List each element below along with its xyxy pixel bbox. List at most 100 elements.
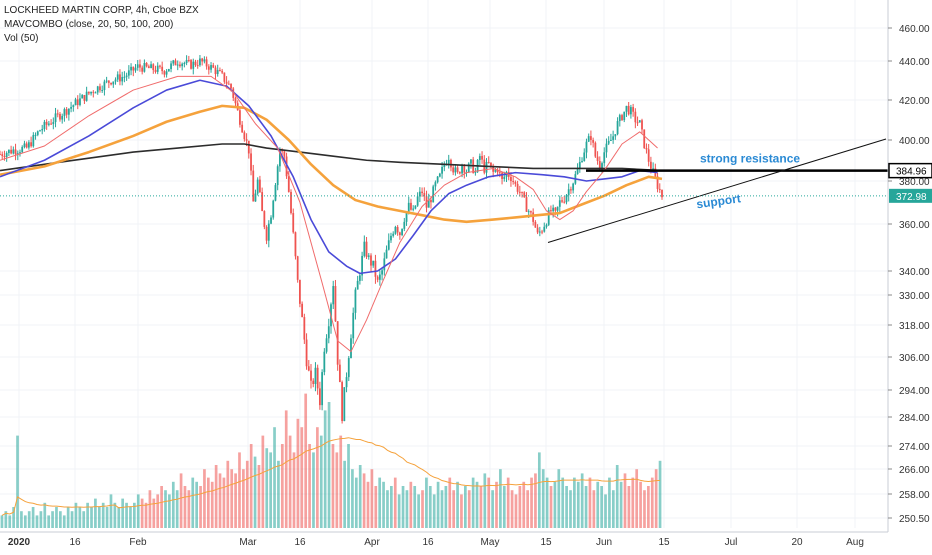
- candle-body: [610, 139, 612, 141]
- volume-bar: [273, 427, 276, 528]
- candle-body: [125, 75, 128, 77]
- candle-body: [656, 176, 659, 189]
- candle-body: [203, 59, 206, 62]
- candle-body: [592, 139, 595, 143]
- candle-body: [294, 232, 297, 257]
- volume-bar: [94, 498, 97, 528]
- candle-body: [645, 147, 648, 150]
- candle-body: [385, 249, 388, 259]
- candle-body: [152, 64, 155, 71]
- candle-body: [50, 123, 52, 125]
- candle-body: [447, 159, 450, 165]
- candle-body: [541, 231, 543, 233]
- candle-body: [305, 339, 308, 367]
- volume-ma-line: [1, 437, 661, 516]
- price-tick-label: 294.00: [899, 386, 930, 397]
- candle-body: [56, 113, 59, 115]
- candle-body: [207, 66, 210, 70]
- volume-bar: [82, 511, 86, 528]
- candle-body: [570, 189, 572, 191]
- candle-body: [394, 226, 397, 234]
- moving-averages: [0, 75, 663, 353]
- volume-bar: [300, 427, 304, 528]
- time-axis[interactable]: 2020 16 Feb Mar 16 Apr 16 May 15 Jun 15 Jul 20 Aug: [0, 531, 932, 550]
- candle-body: [554, 207, 557, 211]
- volume-bar: [588, 477, 592, 528]
- candle-body: [512, 181, 515, 183]
- candle-body: [252, 170, 255, 202]
- volume-bar: [59, 511, 62, 528]
- candle-body: [356, 280, 359, 290]
- candle-body: [176, 64, 179, 66]
- grid: [0, 0, 888, 528]
- candle-body: [172, 60, 175, 64]
- candle-body: [438, 173, 441, 177]
- volume-bar: [370, 469, 374, 528]
- volume-bar: [650, 477, 654, 528]
- volume-bar: [561, 477, 565, 528]
- candle-body: [161, 66, 164, 72]
- candle-body: [658, 188, 661, 190]
- candle-body: [632, 107, 635, 112]
- volume-bars: [0, 393, 662, 528]
- candle-body: [454, 167, 457, 173]
- volume-bar: [234, 473, 237, 528]
- price-tick-label: 274.00: [899, 442, 930, 453]
- volume-bar: [230, 469, 234, 528]
- candle-body: [470, 159, 472, 164]
- candle-body: [214, 67, 217, 75]
- candle-body: [25, 143, 28, 148]
- volume-bar: [347, 444, 350, 528]
- volume-bar: [74, 502, 78, 528]
- candle-body: [74, 99, 77, 106]
- candle-body: [96, 86, 99, 93]
- volume-bar: [121, 498, 125, 528]
- volume-bar: [97, 507, 101, 528]
- candle-body: [272, 200, 275, 218]
- candle-body: [39, 130, 41, 132]
- price-tag-box: [888, 162, 932, 179]
- price-tick-label: 340.00: [899, 267, 930, 278]
- candle-body: [467, 163, 470, 173]
- indicator-legend[interactable]: MAVCOMBO (close, 20, 50, 100, 200): [4, 19, 174, 30]
- time-tick-label: Apr: [364, 537, 380, 548]
- candle-body: [572, 183, 575, 191]
- volume-bar: [113, 502, 117, 528]
- candle-body: [310, 370, 312, 381]
- candle-body: [378, 274, 381, 280]
- candle-body: [163, 71, 166, 75]
- volume-bar: [576, 481, 580, 528]
- candle-body: [301, 303, 304, 318]
- volume-bar: [70, 511, 74, 528]
- candle-body: [234, 97, 237, 104]
- candle-body: [145, 62, 148, 67]
- candle-body: [643, 129, 646, 148]
- candle-body: [241, 124, 244, 133]
- candle-body: [194, 61, 197, 66]
- candle-body: [587, 136, 590, 142]
- candle-body: [239, 110, 241, 125]
- candle-body: [545, 224, 548, 227]
- candle-body: [16, 153, 19, 155]
- candle-body: [21, 146, 24, 153]
- candle-body: [536, 227, 539, 233]
- volume-bar: [257, 465, 261, 528]
- price-tick-label: 266.00: [899, 465, 930, 476]
- volume-bar: [323, 410, 327, 528]
- volume-bar: [557, 469, 561, 528]
- candle-body: [63, 109, 66, 116]
- price-axis[interactable]: 460.00 440.00 420.00 400.00 380.00 360.00 340.…: [887, 0, 932, 550]
- candle-body: [436, 176, 439, 183]
- volume-legend[interactable]: Vol (50): [4, 33, 39, 44]
- candle-body: [147, 66, 150, 69]
- candle-body: [474, 171, 477, 173]
- volume-bar: [530, 477, 533, 528]
- volume-bar: [253, 456, 257, 528]
- candle-body: [159, 65, 161, 67]
- price-tick-label: 360.00: [899, 220, 930, 231]
- candle-body: [543, 226, 546, 232]
- candle-body: [456, 167, 459, 172]
- candle-body: [110, 82, 112, 85]
- price-tag-label: 372.98: [896, 192, 927, 203]
